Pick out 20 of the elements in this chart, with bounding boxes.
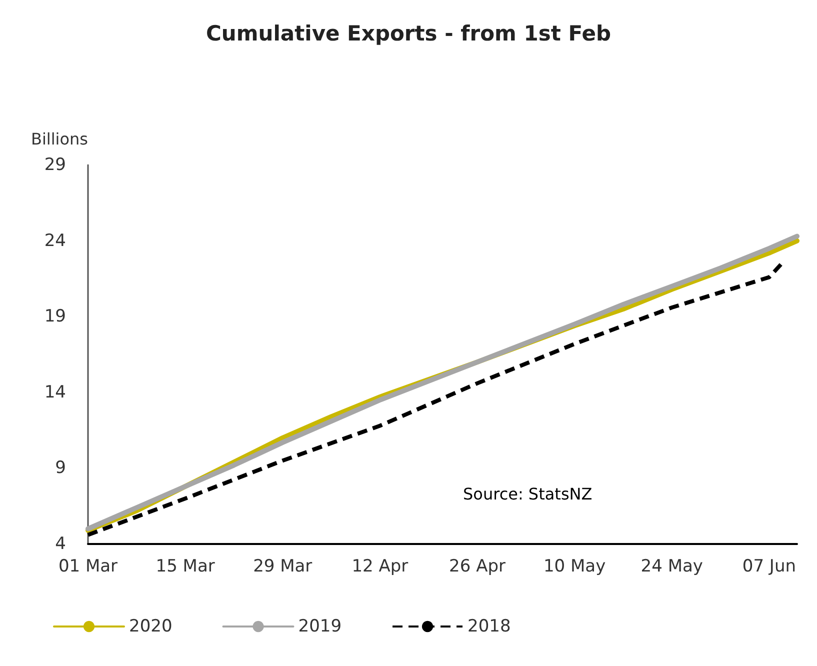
y-tick-label: 29 [44, 155, 66, 175]
legend-label: 2020 [129, 616, 172, 636]
legend-label: 2018 [468, 616, 511, 636]
x-tick-label: 26 Apr [449, 556, 506, 576]
x-tick-label: 01 Mar [58, 556, 118, 576]
annotation: Source: StatsNZ [463, 484, 592, 504]
x-tick-label: 12 Apr [352, 556, 408, 576]
x-tick-label: 29 Mar [253, 556, 312, 576]
y-tick-label: 19 [44, 306, 66, 327]
y-tick-label: 14 [44, 382, 66, 402]
y-tick-label: 9 [55, 458, 66, 478]
legend-label: 2019 [298, 616, 342, 636]
x-tick-label: 07 Jun [742, 556, 796, 576]
x-tick-label: 10 May [543, 556, 606, 576]
x-tick-label: 15 Mar [156, 556, 215, 576]
y-tick-label: 4 [55, 534, 66, 554]
chart-title: Cumulative Exports - from 1st Feb [206, 22, 611, 46]
y-axis-title: Billions [30, 130, 88, 148]
x-tick-label: 24 May [640, 556, 703, 576]
y-tick-label: 24 [44, 230, 66, 251]
